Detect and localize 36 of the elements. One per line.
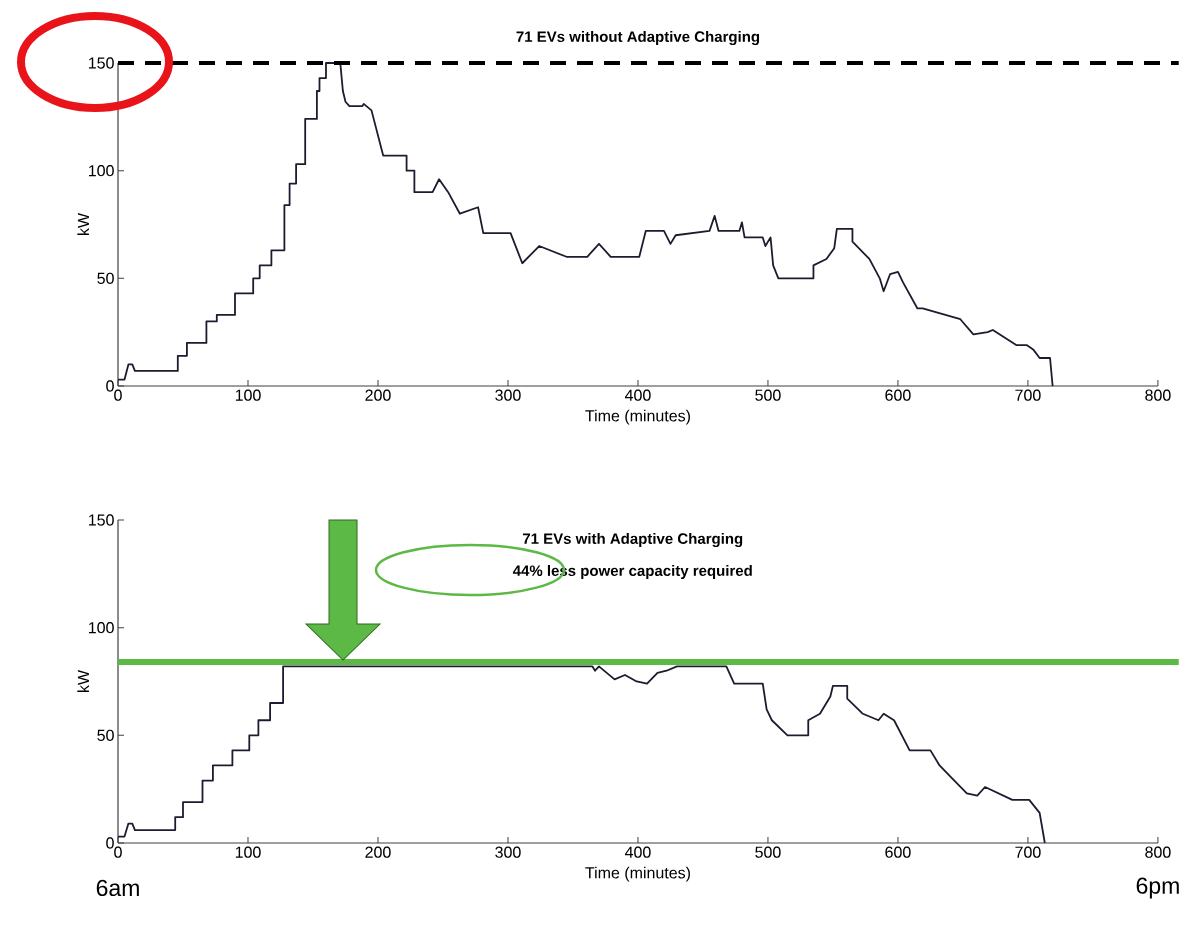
x-tick-label: 100 (235, 389, 261, 401)
x-tick-label: 100 (235, 846, 261, 858)
text: 6pm (1136, 877, 1179, 899)
y-tick-label: 0 (106, 380, 114, 392)
line-series (117, 665, 1046, 844)
text: 71 EVs with Adaptive Charging (522, 532, 743, 548)
x-axis-title: Time (minutes) (585, 866, 690, 882)
line-series (117, 62, 1054, 387)
y-axis-title: kW (77, 670, 89, 692)
x-tick-label: 200 (365, 846, 391, 858)
x-tick-label: 500 (755, 389, 781, 401)
x-tick-label: 600 (885, 389, 911, 401)
x-tick-label: 600 (885, 846, 911, 858)
y-axis-title: kW (77, 213, 89, 235)
x-axis-title: Time (minutes) (585, 409, 690, 425)
x-tick-label: 0 (114, 389, 122, 401)
x-tick-label: 800 (1145, 389, 1171, 401)
y-tick-label: 100 (89, 621, 114, 634)
chart-title: 71 EVs without Adaptive Charging (516, 30, 760, 46)
x-tick-label: 800 (1145, 846, 1171, 858)
y-tick-label: 150 (89, 514, 114, 526)
x-tick-label: 300 (495, 846, 521, 858)
x-tick-label: 700 (1015, 846, 1041, 858)
x-tick-label: 300 (495, 389, 521, 401)
y-tick-label: 50 (97, 272, 114, 284)
text: 6am (96, 879, 139, 897)
y-tick-label: 150 (89, 57, 114, 69)
x-tick-label: 400 (624, 846, 651, 858)
x-tick-label: 500 (755, 846, 781, 858)
x-tick-label: 700 (1015, 389, 1041, 401)
x-tick-label: 0 (114, 846, 122, 858)
x-tick-label: 200 (365, 389, 391, 401)
y-tick-label: 100 (89, 164, 114, 177)
x-tick-label: 400 (624, 389, 651, 401)
y-tick-label: 50 (97, 729, 114, 741)
y-tick-label: 0 (106, 837, 114, 849)
